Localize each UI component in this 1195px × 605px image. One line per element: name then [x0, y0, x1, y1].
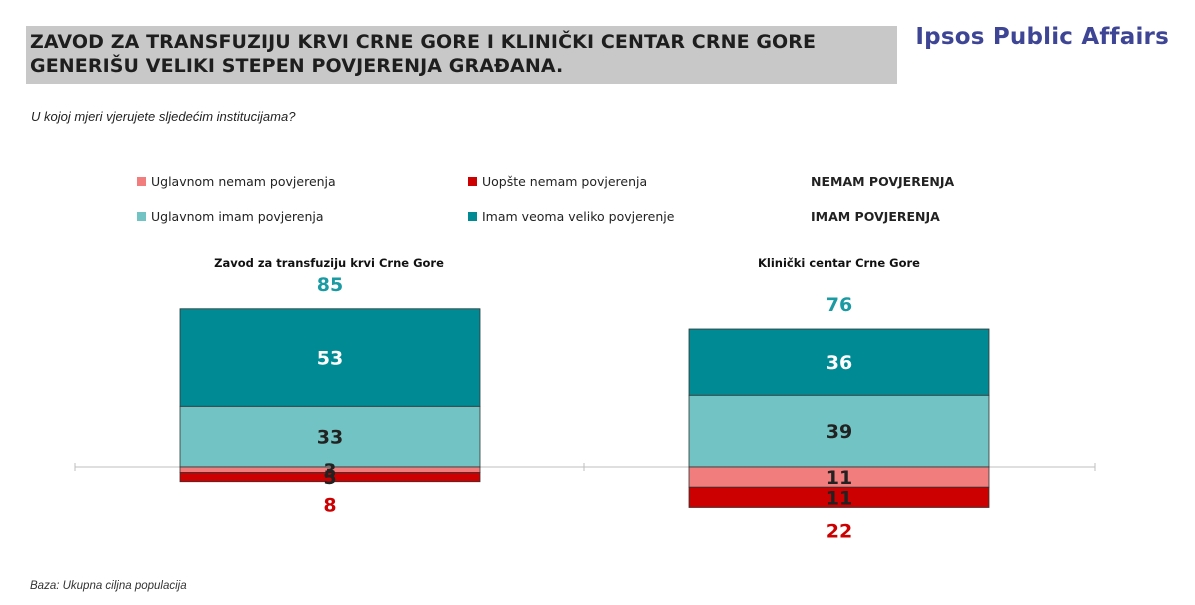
legend-item-veoma-veliko: Imam veoma veliko povjerenje — [468, 209, 674, 224]
category-label-1: Klinički centar Crne Gore — [758, 256, 920, 270]
page-title: ZAVOD ZA TRANSFUZIJU KRVI CRNE GORE I KL… — [30, 30, 891, 78]
legend-label-uglavnom-nemam: Uglavnom nemam povjerenja — [151, 174, 336, 189]
category-label-0: Zavod za transfuziju krvi Crne Gore — [214, 256, 444, 270]
data-label-0-0: 33 — [317, 427, 343, 449]
data-label-0-3: 5 — [323, 467, 336, 489]
legend-label-uglavnom-imam: Uglavnom imam povjerenja — [151, 209, 324, 224]
legend-group-nemam: NEMAM POVJERENJA — [811, 174, 955, 189]
legend-swatch-uopste-nemam — [468, 177, 477, 186]
legend-label-uopste-nemam: Uopšte nemam povjerenja — [482, 174, 648, 189]
data-label-1-3: 11 — [826, 487, 852, 509]
title-banner: ZAVOD ZA TRANSFUZIJU KRVI CRNE GORE I KL… — [26, 26, 897, 84]
legend-group-imam: IMAM POVJERENJA — [811, 209, 940, 224]
legend-swatch-uglavnom-imam — [137, 212, 146, 221]
legend-item-uopste-nemam: Uopšte nemam povjerenja — [468, 174, 647, 189]
total-positive-label-0: 85 — [317, 274, 343, 296]
page-title-line-2: GENERIŠU VELIKI STEPEN POVJERENJA GRAĐAN… — [30, 55, 564, 77]
data-label-0-1: 53 — [317, 348, 343, 370]
brand-logo: Ipsos Public Affairs — [915, 24, 1169, 50]
bar-segment-1-0 — [688, 394, 990, 468]
data-label-1-0: 39 — [826, 421, 852, 443]
total-negative-label-1: 22 — [826, 520, 852, 542]
bar-segment-0-1 — [179, 308, 481, 407]
data-label-1-1: 36 — [826, 352, 852, 374]
page-title-line-1: ZAVOD ZA TRANSFUZIJU KRVI CRNE GORE I KL… — [30, 31, 817, 53]
data-label-0-2: 3 — [323, 460, 336, 482]
footer-base-note: Baza: Ukupna ciljna populacija — [30, 580, 187, 592]
survey-question: U kojoj mjeri vjerujete sljedećim instit… — [31, 109, 296, 124]
data-label-1-2: 11 — [826, 467, 852, 489]
total-negative-label-0: 8 — [323, 495, 336, 517]
legend-swatch-veoma-veliko — [468, 212, 477, 221]
bar-segment-1-1 — [688, 328, 990, 396]
legend-item-uglavnom-nemam: Uglavnom nemam povjerenja — [137, 174, 336, 189]
legend-item-uglavnom-imam: Uglavnom imam povjerenja — [137, 209, 324, 224]
legend-swatch-uglavnom-nemam — [137, 177, 146, 186]
legend-label-veoma-veliko: Imam veoma veliko povjerenje — [482, 209, 675, 224]
total-positive-label-1: 76 — [826, 294, 852, 316]
bar-segment-1-3 — [688, 486, 990, 508]
bar-segment-0-3 — [179, 472, 481, 483]
